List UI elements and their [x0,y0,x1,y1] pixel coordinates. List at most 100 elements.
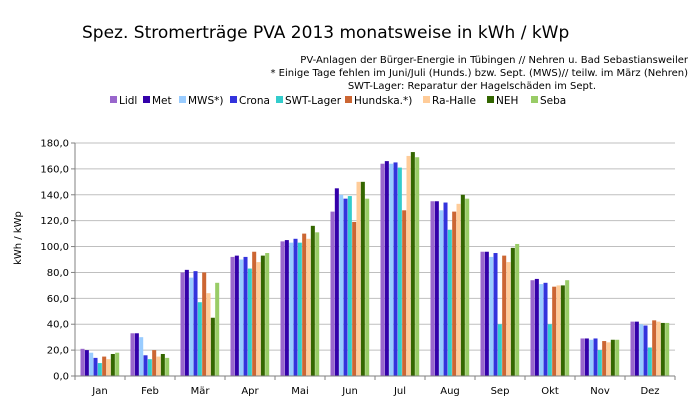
bar [189,277,194,376]
legend-label: Met [152,95,172,107]
bar [547,324,552,376]
axes: 0,0 20,0 40,0 60,0 80,0 100,0 120,0 140,0 160,0 1… [40,139,676,397]
bar [306,238,311,376]
legend-label: Seba [540,95,566,107]
legend-swatch [531,96,538,103]
bar [252,251,257,376]
bar [539,284,544,376]
bar [430,201,435,376]
bar [447,229,452,376]
bar [506,262,511,376]
bar [260,255,265,376]
bar [393,162,398,376]
x-tick-label: Jul [393,386,406,397]
bar [452,211,457,376]
bar [493,253,498,376]
bar [256,262,261,376]
bar [502,255,507,376]
bar [106,359,111,376]
x-tick-label: Feb [141,386,159,397]
bar [347,196,352,376]
bar [339,194,344,376]
bar [397,167,402,376]
chart-subtitle-line-2: * Einige Tage fehlen im Juni/Juli (Hunds… [270,68,688,79]
legend-swatch [230,96,237,103]
bar [247,268,252,376]
y-tick-label: 0,0 [53,372,69,383]
bar [560,285,565,376]
x-tick-label: Sep [491,386,510,397]
bar [589,339,594,376]
bar [580,338,585,376]
x-tick-label: Jan [91,386,107,397]
chart-title: Spez. Stromerträge PVA 2013 monatsweise … [82,23,569,43]
chart-subtitle-line-1: PV-Anlagen der Bürger-Energie in Tübinge… [300,55,689,66]
bar [630,321,635,376]
y-tick-label: 180,0 [40,139,69,150]
bar [89,352,94,376]
bar [643,325,648,376]
legend-label: MWS*) [188,95,223,107]
bar [584,338,589,376]
legend-swatch [276,96,283,103]
legend-swatch [345,96,352,103]
bar [134,333,139,376]
bar [280,241,285,376]
bar [484,251,489,376]
bar [160,353,165,376]
legend: Lidl Met MWS*) Crona SWT-Lager Hundska.*) Ra-H… [110,95,566,107]
y-tick-label: 120,0 [40,216,69,227]
bar [110,353,115,376]
bar [115,352,120,376]
bar [665,322,670,376]
legend-label: Hundska.*) [354,95,412,107]
bar [297,242,302,376]
bar [184,269,189,376]
bar [402,210,407,376]
bar [610,339,615,376]
bar [634,321,639,376]
x-tick-label: Mai [291,386,309,397]
grid [75,142,675,351]
bar [239,259,244,376]
y-axis-label: kWh / kWp [13,211,24,265]
bar [602,341,607,376]
y-tick-label: 40,0 [47,320,69,331]
bar [147,359,152,376]
bar [102,356,107,376]
bar [443,202,448,376]
bar [215,282,220,376]
bar [234,255,239,376]
bar [597,350,602,376]
bar [289,242,294,376]
bar [139,337,144,376]
bar [165,357,170,376]
bar [193,271,198,376]
bar [230,256,235,376]
bar [334,188,339,376]
bar [543,282,548,376]
bar [456,203,461,376]
bar [515,243,520,376]
bar [410,152,415,376]
x-tick-label: Jun [341,386,358,397]
bar [206,293,211,376]
bar [660,322,665,376]
x-tick-label: Nov [590,386,610,397]
bar [284,240,289,376]
bar [156,356,161,376]
y-tick-label: 60,0 [47,294,69,305]
bar [460,194,465,376]
bar [439,210,444,376]
bar [389,163,394,376]
legend-label: NEH [496,95,518,107]
bar [365,198,370,376]
bar [152,350,157,376]
bar [93,357,98,376]
bar [652,320,657,376]
x-tick-label: Aug [440,386,460,397]
bar [210,317,215,376]
x-tick-label: Mär [191,386,211,397]
y-tick-label: 140,0 [40,190,69,201]
